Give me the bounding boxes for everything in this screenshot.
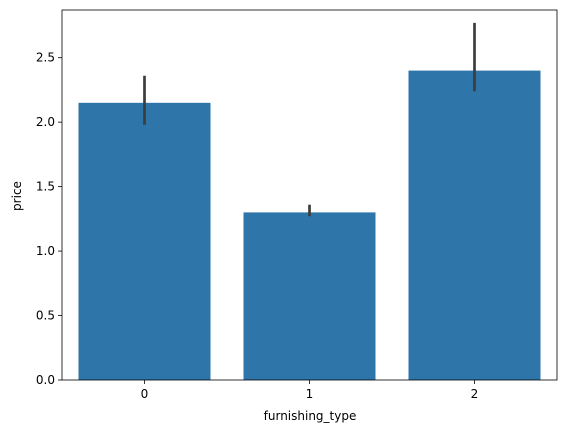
error-bars-group [143,22,476,217]
x-ticks-group: 0 1 2 [141,380,479,401]
y-ticks-group: 0.0 0.5 1.0 1.5 2.0 2.5 [36,51,62,387]
x-tick-label-1: 1 [306,387,314,401]
x-axis-label: furnishing_type [264,409,357,423]
y-tick-label-0.5: 0.5 [36,309,55,323]
y-axis-label: price [10,181,24,211]
y-tick-label-2.5: 2.5 [36,51,55,65]
y-tick-label-1.0: 1.0 [36,244,55,258]
bar-1 [243,212,376,380]
x-tick-label-2: 2 [471,387,479,401]
bars-group [78,70,541,380]
bar-0 [78,102,211,380]
y-tick-label-1.5: 1.5 [36,180,55,194]
y-tick-label-2.0: 2.0 [36,115,55,129]
y-tick-label-0.0: 0.0 [36,373,55,387]
bar-2 [408,70,541,380]
x-tick-label-0: 0 [141,387,149,401]
